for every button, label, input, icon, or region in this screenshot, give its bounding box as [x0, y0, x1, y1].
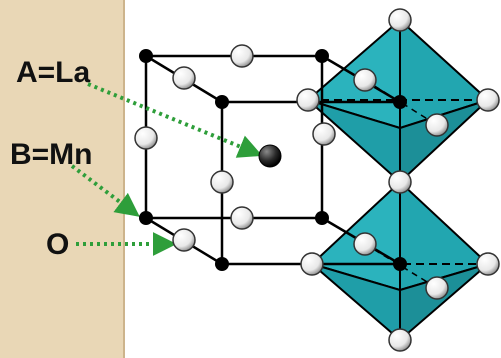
pointer-arrows — [70, 82, 263, 256]
label-b-site: B=Mn — [10, 138, 93, 171]
label-panel — [0, 0, 124, 358]
label-oxygen: O — [46, 228, 69, 261]
b-site-atoms — [139, 49, 407, 271]
oxygen-atoms — [134, 8, 500, 352]
label-a-site: A=La — [16, 56, 91, 89]
a-site-atom — [258, 144, 282, 168]
arrow-a-site — [87, 82, 263, 158]
